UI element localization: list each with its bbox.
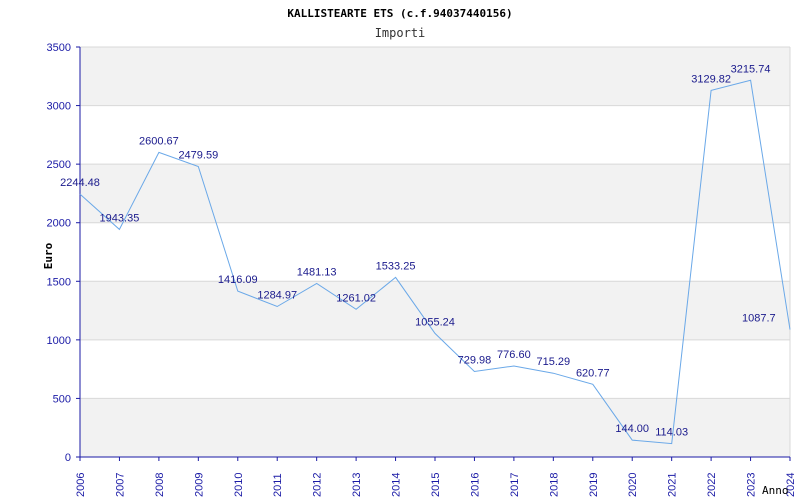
data-labels: 2244.48 1943.35 2600.67 2479.59 1416.09 1284.… (60, 63, 776, 438)
x-tick-label: 2017 (509, 473, 521, 497)
grid-band (80, 105, 790, 165)
x-tick-label: 2011 (272, 473, 284, 497)
y-tick-label: 1000 (47, 335, 71, 347)
x-tick-label: 2014 (391, 473, 403, 497)
data-label: 1261.02 (336, 292, 376, 304)
grid-band (80, 339, 790, 399)
y-tick-label: 500 (53, 393, 71, 405)
x-tick-labels: 2006 2007 2008 2009 2010 2011 2012 2013 2014 2015… (75, 457, 797, 497)
series-line (79, 79, 791, 445)
data-label: 3129.82 (691, 73, 731, 85)
data-label: 1416.09 (218, 274, 258, 286)
grid-lines (80, 46, 791, 458)
x-tick-label: 2021 (667, 473, 679, 497)
data-label: 2479.59 (178, 150, 218, 162)
x-tick-label: 2009 (193, 473, 205, 497)
grid-band (80, 164, 790, 223)
data-label: 1087.7 (742, 313, 776, 325)
data-label: 144.00 (615, 423, 649, 435)
x-tick-label: 2010 (233, 473, 245, 497)
data-label: 729.98 (458, 354, 492, 366)
data-label: 2600.67 (139, 135, 179, 147)
x-tick-label: 2012 (312, 473, 324, 497)
y-tick-label: 1500 (47, 276, 71, 288)
y-tick-label: 3000 (47, 101, 71, 113)
data-label: 1943.35 (100, 212, 140, 224)
y-tick-label: 0 (65, 452, 71, 464)
grid-band (80, 281, 790, 340)
x-tick-label: 2013 (351, 473, 363, 497)
data-label: 1481.13 (297, 266, 337, 278)
grid-bands (80, 47, 790, 457)
x-tick-label: 2008 (154, 473, 166, 497)
y-tick-label: 2500 (47, 159, 71, 171)
x-tick-label: 2007 (114, 473, 126, 497)
data-label: 2244.48 (60, 177, 100, 189)
y-tick-label: 3500 (47, 42, 71, 54)
x-tick-label: 2015 (430, 473, 442, 497)
x-tick-label: 2024 (785, 473, 797, 497)
data-label: 776.60 (497, 349, 531, 361)
chart-subtitle: Importi (375, 26, 426, 40)
y-axis-label: Euro (42, 242, 55, 269)
grid-band (80, 47, 790, 106)
chart-title: KALLISTEARTE ETS (c.f.94037440156) (287, 7, 512, 20)
data-label: 715.29 (537, 356, 571, 368)
x-tick-label: 2023 (746, 473, 758, 497)
x-tick-label: 2020 (627, 473, 639, 497)
data-label: 3215.74 (731, 63, 771, 75)
data-label: 114.03 (655, 427, 688, 439)
x-tick-label: 2022 (706, 473, 718, 497)
y-tick-label: 2000 (47, 218, 71, 230)
grid-band (80, 398, 790, 457)
data-label: 1055.24 (415, 316, 455, 328)
x-tick-label: 2018 (548, 473, 560, 497)
x-axis-label: Anno (762, 484, 789, 497)
y-tick-labels: 0 500 1000 1500 2000 2500 3000 3500 (47, 42, 80, 464)
grid-band (80, 222, 790, 282)
x-tick-label: 2006 (75, 473, 87, 497)
data-label: 620.77 (576, 367, 610, 379)
data-label: 1533.25 (376, 260, 416, 272)
data-label: 1284.97 (257, 289, 297, 301)
x-tick-label: 2019 (588, 473, 600, 497)
x-tick-label: 2016 (469, 473, 481, 497)
